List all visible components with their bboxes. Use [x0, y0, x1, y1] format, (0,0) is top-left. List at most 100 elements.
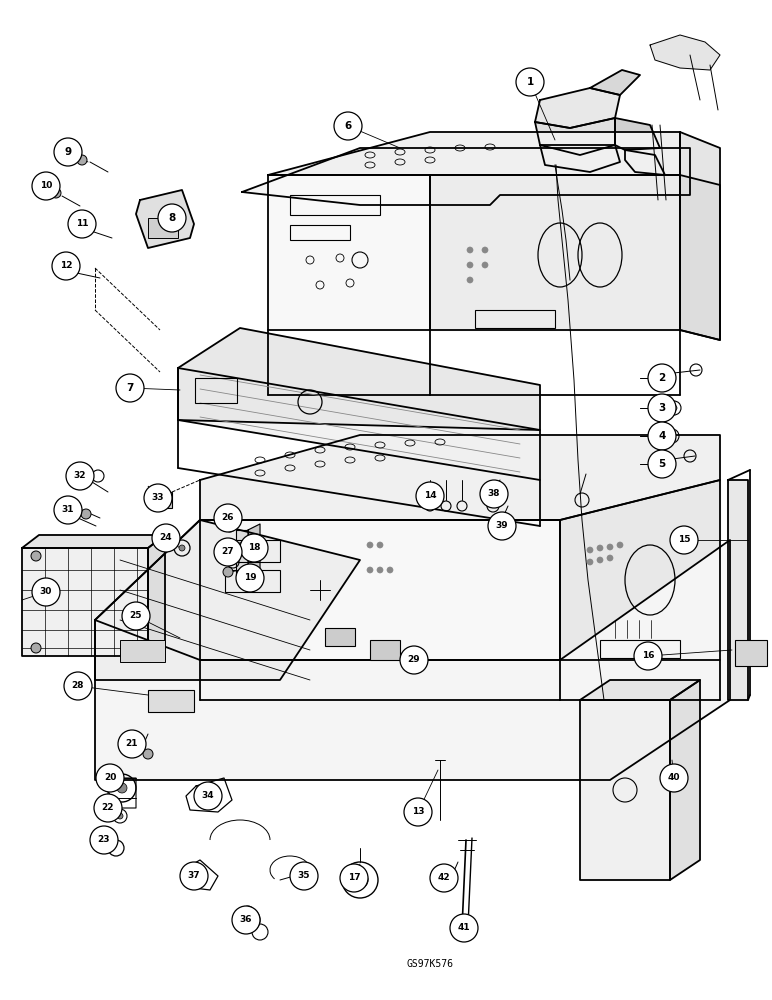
- Text: 40: 40: [668, 774, 680, 782]
- Text: 11: 11: [76, 220, 88, 229]
- Bar: [148, 690, 194, 712]
- Circle shape: [52, 252, 80, 280]
- Text: 13: 13: [411, 808, 425, 816]
- Circle shape: [467, 262, 473, 268]
- Polygon shape: [650, 35, 720, 70]
- Circle shape: [669, 433, 675, 439]
- Circle shape: [223, 567, 233, 577]
- Text: 27: 27: [222, 548, 235, 556]
- Polygon shape: [625, 150, 665, 175]
- Circle shape: [214, 504, 242, 532]
- Text: 23: 23: [98, 836, 110, 844]
- Polygon shape: [200, 520, 560, 660]
- Polygon shape: [178, 328, 540, 430]
- Polygon shape: [22, 548, 148, 656]
- Circle shape: [143, 749, 153, 759]
- Text: 36: 36: [240, 916, 252, 924]
- Text: 29: 29: [408, 656, 420, 664]
- Circle shape: [340, 864, 368, 892]
- Circle shape: [77, 155, 87, 165]
- Circle shape: [377, 567, 383, 573]
- Circle shape: [482, 247, 488, 253]
- Text: 14: 14: [424, 491, 436, 500]
- Circle shape: [648, 450, 676, 478]
- Polygon shape: [540, 145, 620, 172]
- Polygon shape: [670, 680, 700, 880]
- Circle shape: [482, 262, 488, 268]
- Text: 22: 22: [102, 804, 114, 812]
- Circle shape: [352, 872, 368, 888]
- Circle shape: [68, 210, 96, 238]
- Circle shape: [671, 405, 677, 411]
- Circle shape: [597, 557, 603, 563]
- Circle shape: [94, 794, 122, 822]
- Circle shape: [660, 764, 688, 792]
- Circle shape: [117, 783, 127, 793]
- Polygon shape: [95, 520, 360, 680]
- Circle shape: [96, 764, 124, 792]
- Circle shape: [51, 188, 61, 198]
- Circle shape: [32, 578, 60, 606]
- Circle shape: [387, 567, 393, 573]
- Circle shape: [607, 544, 613, 550]
- Text: 31: 31: [62, 506, 74, 514]
- Circle shape: [214, 538, 242, 566]
- Circle shape: [587, 559, 593, 565]
- Bar: [370, 640, 400, 660]
- Text: 6: 6: [344, 121, 351, 131]
- Text: 28: 28: [72, 682, 84, 690]
- Polygon shape: [95, 540, 730, 780]
- Bar: [120, 640, 165, 662]
- Text: 33: 33: [152, 493, 164, 502]
- Circle shape: [467, 277, 473, 283]
- Circle shape: [231, 560, 235, 564]
- Circle shape: [179, 545, 185, 551]
- Text: 18: 18: [248, 544, 260, 552]
- Circle shape: [64, 672, 92, 700]
- Circle shape: [240, 534, 268, 562]
- Bar: [225, 540, 280, 562]
- Polygon shape: [580, 700, 670, 880]
- Bar: [152, 492, 172, 508]
- Text: 25: 25: [130, 611, 142, 620]
- Circle shape: [54, 496, 82, 524]
- Bar: [290, 195, 380, 215]
- Circle shape: [232, 906, 260, 934]
- Circle shape: [158, 204, 186, 232]
- Polygon shape: [268, 132, 680, 175]
- Circle shape: [194, 782, 222, 810]
- Bar: [290, 225, 350, 240]
- Text: 24: 24: [160, 534, 172, 542]
- Circle shape: [607, 555, 613, 561]
- Circle shape: [617, 542, 623, 548]
- Circle shape: [223, 540, 233, 550]
- Circle shape: [516, 68, 544, 96]
- Circle shape: [122, 602, 150, 630]
- Circle shape: [31, 551, 41, 561]
- Text: 38: 38: [488, 489, 500, 498]
- Polygon shape: [242, 148, 690, 205]
- Text: 16: 16: [642, 652, 654, 660]
- Polygon shape: [535, 118, 615, 155]
- Circle shape: [480, 480, 508, 508]
- Text: 42: 42: [438, 874, 450, 882]
- Text: 17: 17: [347, 874, 361, 882]
- Circle shape: [670, 526, 698, 554]
- Circle shape: [430, 864, 458, 892]
- Circle shape: [225, 522, 235, 532]
- Circle shape: [144, 484, 172, 512]
- Text: 15: 15: [678, 536, 690, 544]
- Text: 19: 19: [244, 574, 256, 582]
- Circle shape: [597, 545, 603, 551]
- Circle shape: [416, 482, 444, 510]
- Text: 26: 26: [222, 514, 234, 522]
- Text: 35: 35: [298, 871, 310, 880]
- Text: 34: 34: [201, 792, 215, 800]
- Circle shape: [54, 138, 82, 166]
- Circle shape: [634, 642, 662, 670]
- Circle shape: [367, 542, 373, 548]
- Polygon shape: [590, 70, 640, 95]
- Text: 21: 21: [126, 740, 138, 748]
- Text: 12: 12: [59, 261, 73, 270]
- Circle shape: [648, 394, 676, 422]
